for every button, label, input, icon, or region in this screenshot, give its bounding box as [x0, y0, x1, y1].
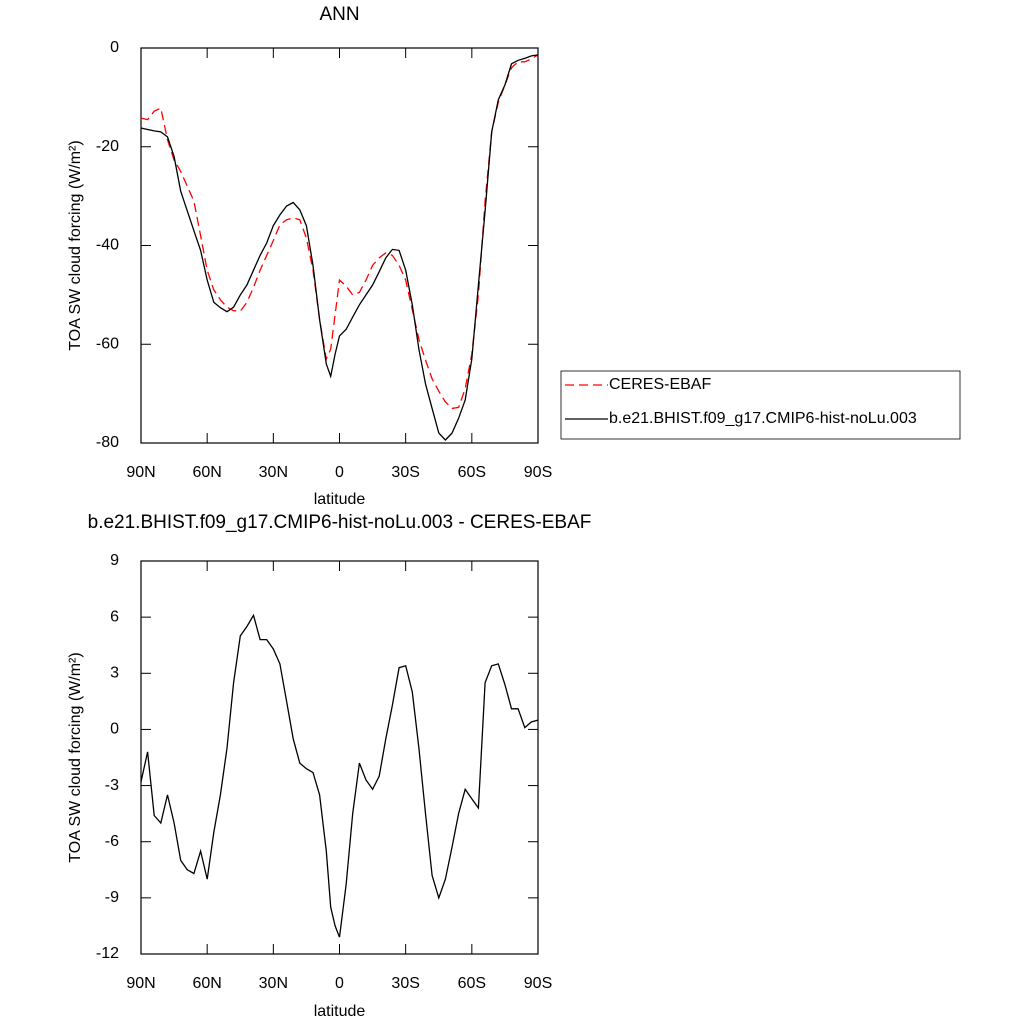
y-axis-label: TOA SW cloud forcing (W/m²) [67, 140, 84, 350]
x-tick-label: 90S [524, 464, 552, 481]
data-line [140, 54, 539, 441]
x-tick-label: 90S [524, 975, 552, 992]
x-tick-label: 30S [391, 464, 419, 481]
y-tick-label: -60 [96, 335, 119, 352]
chart-title: ANN [319, 4, 359, 25]
x-tick-label: 60S [458, 975, 486, 992]
chart-title: b.e21.BHIST.f09_g17.CMIP6-hist-noLu.003 … [88, 512, 592, 533]
x-tick-label: 90N [126, 975, 155, 992]
y-tick-label: -6 [105, 833, 119, 850]
y-tick-label: 0 [110, 39, 119, 56]
y-tick-label: -12 [96, 945, 119, 962]
x-tick-label: 60S [458, 464, 486, 481]
y-tick-label: -40 [96, 237, 119, 254]
x-tick-label: 0 [335, 464, 344, 481]
y-tick-label: -20 [96, 138, 119, 155]
x-tick-label: 30N [259, 464, 288, 481]
x-tick-label: 0 [335, 975, 344, 992]
x-tick-label: 90N [126, 464, 155, 481]
x-tick-label: 30N [259, 975, 288, 992]
legend-label: CERES-EBAF [609, 376, 711, 393]
y-tick-label: -3 [105, 777, 119, 794]
x-tick-label: 30S [391, 975, 419, 992]
y-tick-label: 6 [110, 608, 119, 625]
y-tick-label: -80 [96, 434, 119, 451]
plot-frame [140, 560, 539, 955]
legend-label: b.e21.BHIST.f09_g17.CMIP6-hist-noLu.003 [609, 410, 917, 427]
data-line [140, 613, 539, 938]
plot-frame [140, 47, 539, 444]
data-line [140, 54, 539, 410]
y-axis-label: TOA SW cloud forcing (W/m²) [67, 652, 84, 862]
legend-box [560, 370, 961, 440]
x-axis-label: latitude [314, 1003, 366, 1020]
y-tick-label: 0 [110, 721, 119, 738]
x-tick-label: 60N [192, 975, 221, 992]
y-tick-label: -9 [105, 889, 119, 906]
y-tick-label: 3 [110, 665, 119, 682]
x-tick-label: 60N [192, 464, 221, 481]
x-axis-label: latitude [314, 491, 366, 508]
y-tick-label: 9 [110, 552, 119, 569]
